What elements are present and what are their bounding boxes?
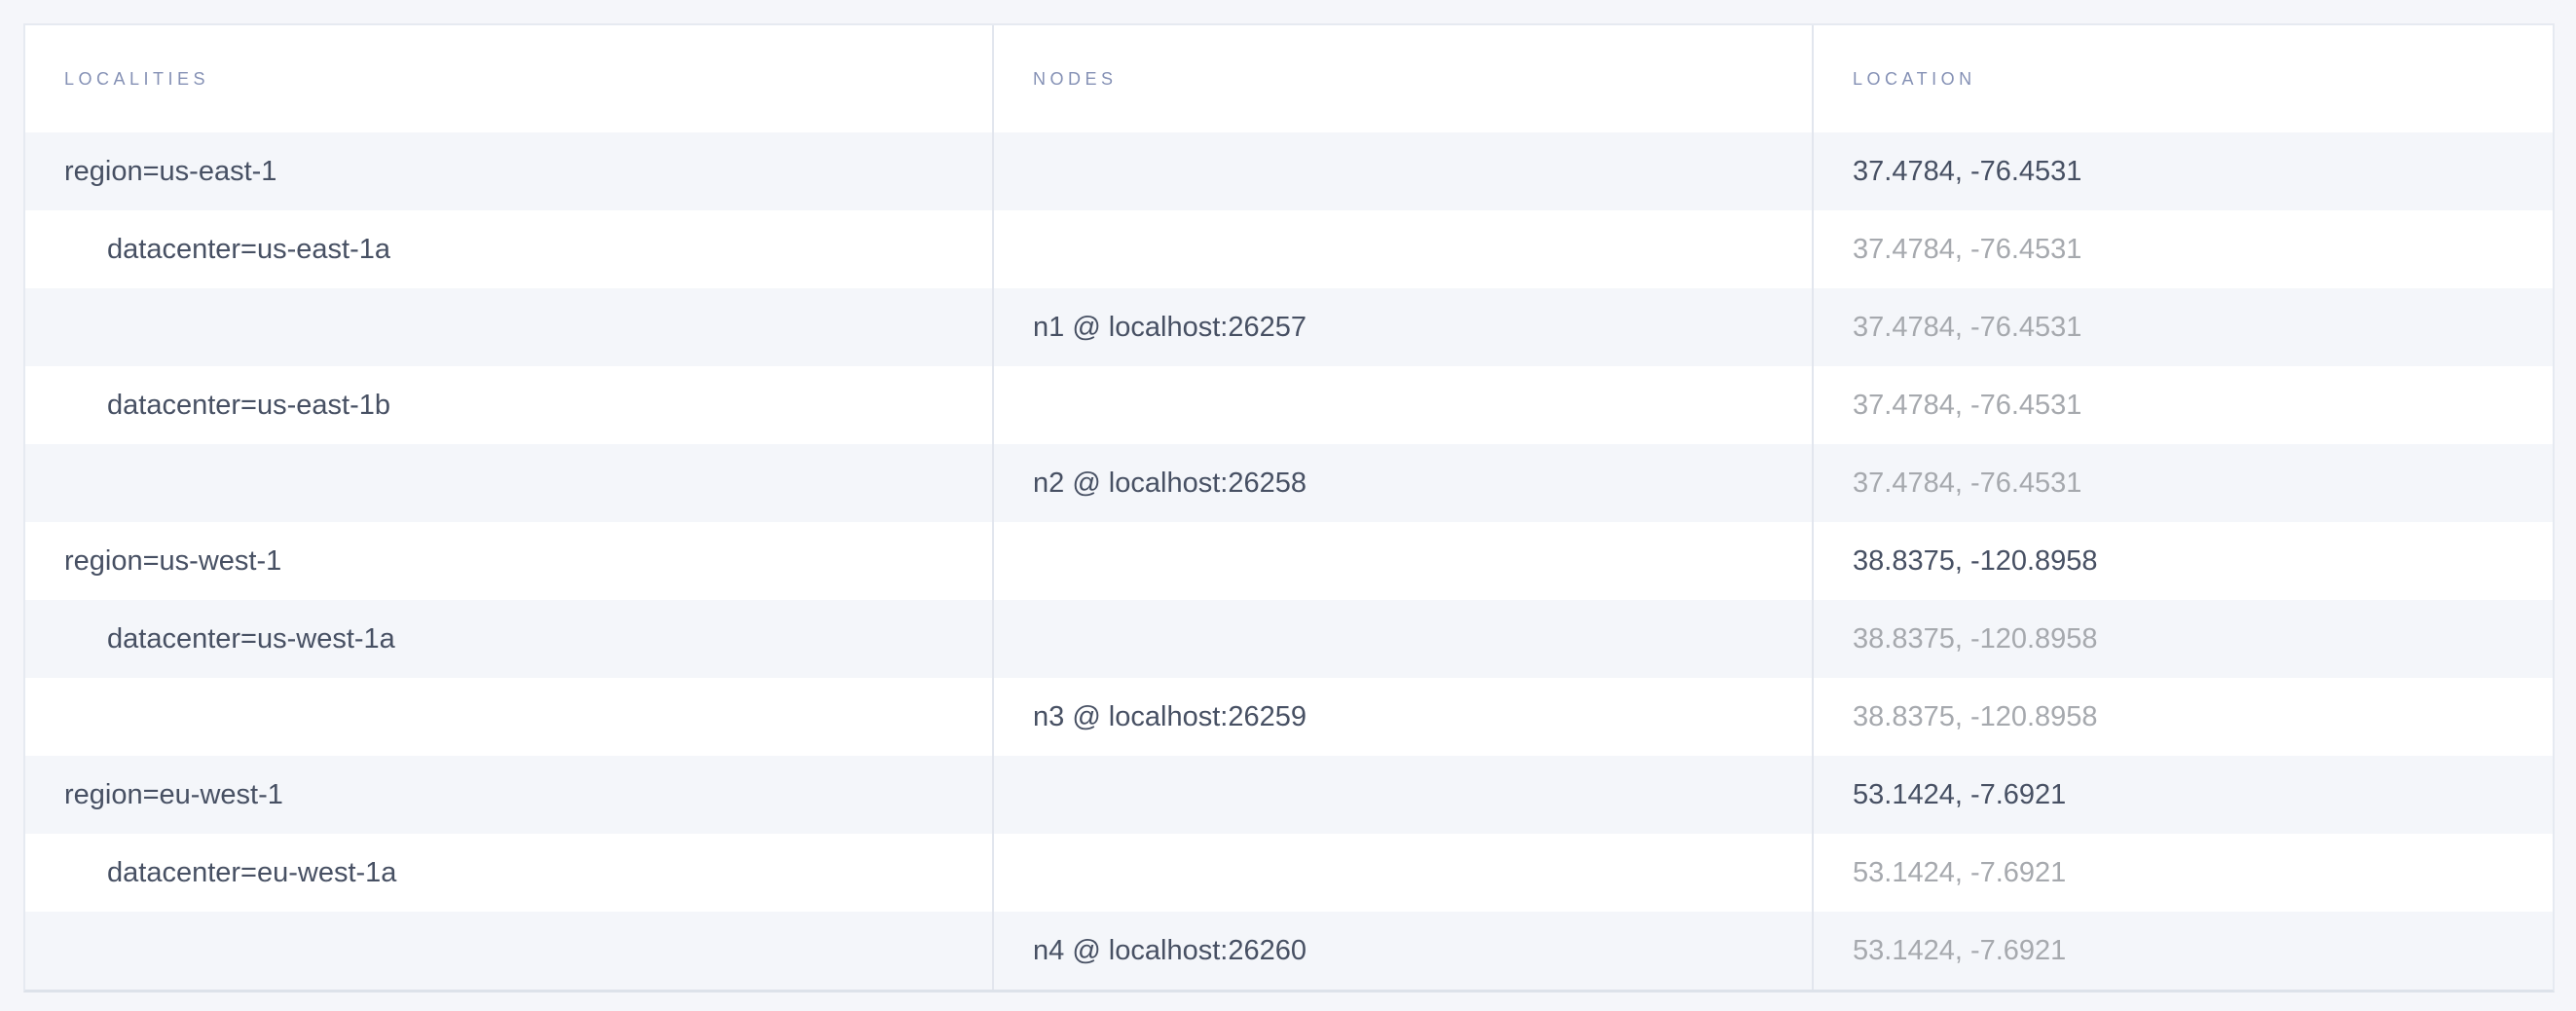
node-cell [992, 600, 1812, 678]
location-cell: 53.1424, -7.6921 [1812, 834, 2553, 912]
locality-cell: region=us-west-1 [64, 544, 282, 577]
node-cell [992, 522, 1812, 600]
locality-cell: datacenter=us-east-1b [107, 389, 390, 421]
location-cell: 37.4784, -76.4531 [1812, 132, 2553, 210]
locality-cell [25, 678, 992, 756]
node-cell [992, 366, 1812, 444]
table-row: region=us-east-1 37.4784, -76.4531 [25, 132, 2553, 210]
location-cell: 38.8375, -120.8958 [1812, 522, 2553, 600]
locality-cell [25, 444, 992, 522]
node-cell [992, 132, 1812, 210]
table-row: n1 @ localhost:26257 37.4784, -76.4531 [25, 288, 2553, 366]
location-cell: 38.8375, -120.8958 [1812, 678, 2553, 756]
location-cell: 37.4784, -76.4531 [1812, 288, 2553, 366]
location-cell: 37.4784, -76.4531 [1812, 444, 2553, 522]
locality-cell [25, 912, 992, 990]
table-row: datacenter=us-east-1b 37.4784, -76.4531 [25, 366, 2553, 444]
column-header-location: LOCATION [1812, 25, 2553, 132]
table-row: datacenter=us-east-1a 37.4784, -76.4531 [25, 210, 2553, 288]
table-row: datacenter=eu-west-1a 53.1424, -7.6921 [25, 834, 2553, 912]
locality-cell: datacenter=eu-west-1a [107, 856, 397, 888]
node-cell: n4 @ localhost:26260 [992, 912, 1812, 990]
location-cell: 53.1424, -7.6921 [1812, 756, 2553, 834]
table-row: region=us-west-1 38.8375, -120.8958 [25, 522, 2553, 600]
locality-cell: datacenter=us-west-1a [107, 622, 395, 655]
location-cell: 37.4784, -76.4531 [1812, 366, 2553, 444]
node-cell [992, 834, 1812, 912]
location-cell: 53.1424, -7.6921 [1812, 912, 2553, 990]
node-cell [992, 756, 1812, 834]
table-row: n4 @ localhost:26260 53.1424, -7.6921 [25, 912, 2553, 990]
table-header-row: LOCALITIES NODES LOCATION [25, 25, 2553, 132]
node-cell: n2 @ localhost:26258 [992, 444, 1812, 522]
node-cell: n3 @ localhost:26259 [992, 678, 1812, 756]
column-header-nodes: NODES [992, 25, 1812, 132]
locality-cell [25, 288, 992, 366]
location-cell: 38.8375, -120.8958 [1812, 600, 2553, 678]
table-body: region=us-east-1 37.4784, -76.4531 datac… [25, 132, 2553, 990]
locality-cell: region=us-east-1 [64, 155, 277, 187]
locality-cell: datacenter=us-east-1a [107, 233, 390, 265]
location-cell: 37.4784, -76.4531 [1812, 210, 2553, 288]
localities-table: LOCALITIES NODES LOCATION region=us-east… [23, 23, 2555, 992]
node-cell: n1 @ localhost:26257 [992, 288, 1812, 366]
node-cell [992, 210, 1812, 288]
table-row: n3 @ localhost:26259 38.8375, -120.8958 [25, 678, 2553, 756]
locality-cell: region=eu-west-1 [64, 778, 283, 810]
table-row: region=eu-west-1 53.1424, -7.6921 [25, 756, 2553, 834]
table-row: n2 @ localhost:26258 37.4784, -76.4531 [25, 444, 2553, 522]
table-row: datacenter=us-west-1a 38.8375, -120.8958 [25, 600, 2553, 678]
column-header-localities: LOCALITIES [64, 68, 210, 89]
